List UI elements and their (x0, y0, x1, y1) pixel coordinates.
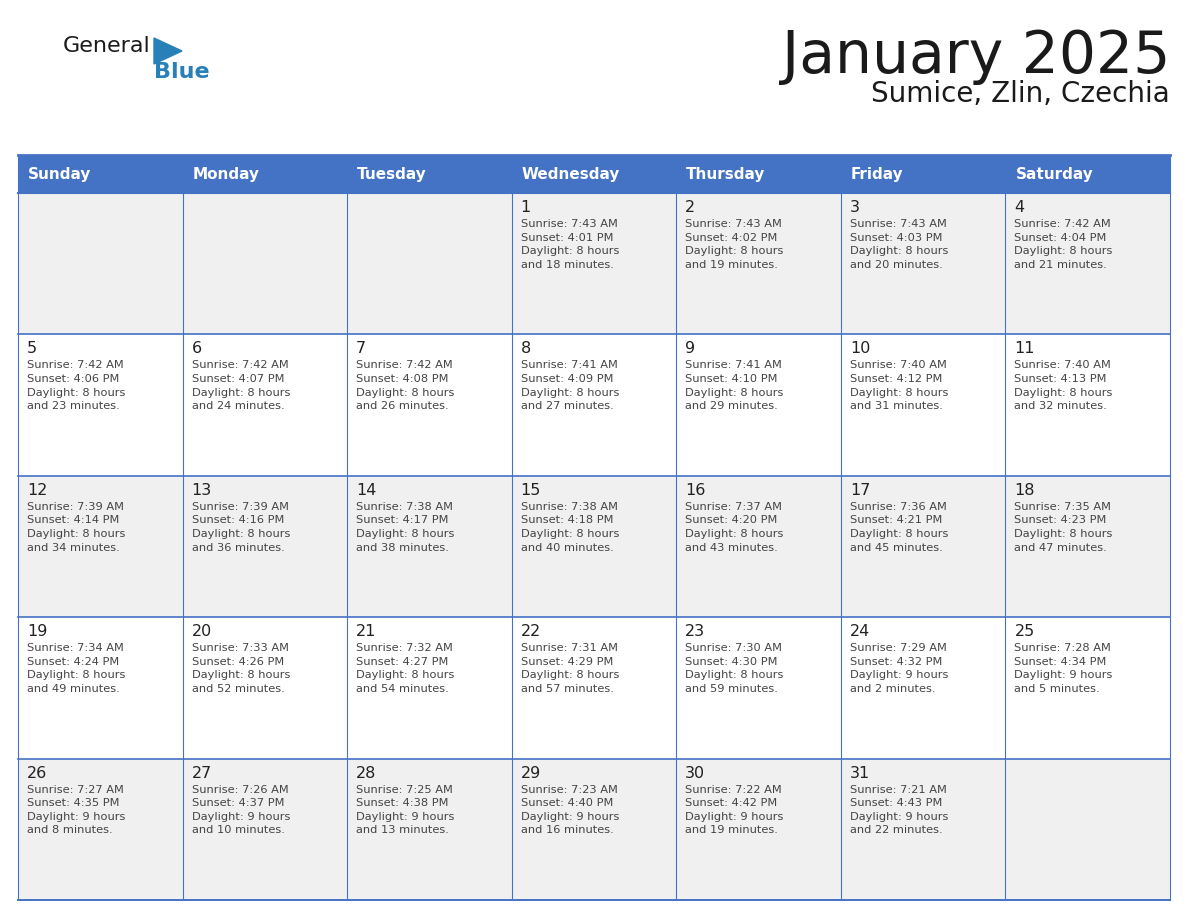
Text: 23: 23 (685, 624, 706, 639)
Text: Sunrise: 7:31 AM
Sunset: 4:29 PM
Daylight: 8 hours
and 57 minutes.: Sunrise: 7:31 AM Sunset: 4:29 PM Dayligh… (520, 644, 619, 694)
Text: Wednesday: Wednesday (522, 166, 620, 182)
Text: 31: 31 (849, 766, 870, 780)
Bar (512, 155, 676, 193)
Text: Sunrise: 7:28 AM
Sunset: 4:34 PM
Daylight: 9 hours
and 5 minutes.: Sunrise: 7:28 AM Sunset: 4:34 PM Dayligh… (1015, 644, 1113, 694)
Bar (18, 476, 1170, 617)
Bar (18, 193, 1170, 334)
Text: 1: 1 (520, 200, 531, 215)
Text: January 2025: January 2025 (782, 28, 1170, 85)
Text: Sunrise: 7:42 AM
Sunset: 4:06 PM
Daylight: 8 hours
and 23 minutes.: Sunrise: 7:42 AM Sunset: 4:06 PM Dayligh… (27, 361, 126, 411)
Text: Sunrise: 7:41 AM
Sunset: 4:10 PM
Daylight: 8 hours
and 29 minutes.: Sunrise: 7:41 AM Sunset: 4:10 PM Dayligh… (685, 361, 784, 411)
Text: 30: 30 (685, 766, 706, 780)
Text: Sunrise: 7:33 AM
Sunset: 4:26 PM
Daylight: 8 hours
and 52 minutes.: Sunrise: 7:33 AM Sunset: 4:26 PM Dayligh… (191, 644, 290, 694)
Text: Sunrise: 7:26 AM
Sunset: 4:37 PM
Daylight: 9 hours
and 10 minutes.: Sunrise: 7:26 AM Sunset: 4:37 PM Dayligh… (191, 785, 290, 835)
Bar (676, 155, 841, 193)
Text: 6: 6 (191, 341, 202, 356)
Text: Sunrise: 7:40 AM
Sunset: 4:13 PM
Daylight: 8 hours
and 32 minutes.: Sunrise: 7:40 AM Sunset: 4:13 PM Dayligh… (1015, 361, 1113, 411)
Text: Sunrise: 7:42 AM
Sunset: 4:08 PM
Daylight: 8 hours
and 26 minutes.: Sunrise: 7:42 AM Sunset: 4:08 PM Dayligh… (356, 361, 455, 411)
Text: Sunrise: 7:35 AM
Sunset: 4:23 PM
Daylight: 8 hours
and 47 minutes.: Sunrise: 7:35 AM Sunset: 4:23 PM Dayligh… (1015, 502, 1113, 553)
Text: 10: 10 (849, 341, 871, 356)
Text: 20: 20 (191, 624, 211, 639)
Bar (18, 758, 1170, 900)
Text: Sunrise: 7:43 AM
Sunset: 4:03 PM
Daylight: 8 hours
and 20 minutes.: Sunrise: 7:43 AM Sunset: 4:03 PM Dayligh… (849, 219, 948, 270)
Text: Tuesday: Tuesday (358, 166, 426, 182)
Text: Sunrise: 7:36 AM
Sunset: 4:21 PM
Daylight: 8 hours
and 45 minutes.: Sunrise: 7:36 AM Sunset: 4:21 PM Dayligh… (849, 502, 948, 553)
Text: 11: 11 (1015, 341, 1035, 356)
Text: 29: 29 (520, 766, 541, 780)
Text: 13: 13 (191, 483, 211, 498)
Text: Sunrise: 7:40 AM
Sunset: 4:12 PM
Daylight: 8 hours
and 31 minutes.: Sunrise: 7:40 AM Sunset: 4:12 PM Dayligh… (849, 361, 948, 411)
Text: Sunrise: 7:38 AM
Sunset: 4:17 PM
Daylight: 8 hours
and 38 minutes.: Sunrise: 7:38 AM Sunset: 4:17 PM Dayligh… (356, 502, 455, 553)
Text: 19: 19 (27, 624, 48, 639)
Text: Sunrise: 7:39 AM
Sunset: 4:14 PM
Daylight: 8 hours
and 34 minutes.: Sunrise: 7:39 AM Sunset: 4:14 PM Dayligh… (27, 502, 126, 553)
Bar (183, 155, 347, 193)
Text: 12: 12 (27, 483, 48, 498)
Text: Thursday: Thursday (687, 166, 765, 182)
Text: 24: 24 (849, 624, 870, 639)
Text: 26: 26 (27, 766, 48, 780)
Bar (347, 155, 512, 193)
Text: Sunrise: 7:42 AM
Sunset: 4:04 PM
Daylight: 8 hours
and 21 minutes.: Sunrise: 7:42 AM Sunset: 4:04 PM Dayligh… (1015, 219, 1113, 270)
Text: 14: 14 (356, 483, 377, 498)
Text: 3: 3 (849, 200, 860, 215)
Text: Monday: Monday (192, 166, 259, 182)
Text: Sunrise: 7:42 AM
Sunset: 4:07 PM
Daylight: 8 hours
and 24 minutes.: Sunrise: 7:42 AM Sunset: 4:07 PM Dayligh… (191, 361, 290, 411)
Text: 22: 22 (520, 624, 541, 639)
Text: 5: 5 (27, 341, 37, 356)
Text: 21: 21 (356, 624, 377, 639)
Text: Saturday: Saturday (1016, 166, 1093, 182)
Text: 7: 7 (356, 341, 366, 356)
Text: Sumice, Zlin, Czechia: Sumice, Zlin, Czechia (871, 80, 1170, 108)
Bar (841, 155, 1005, 193)
Text: Sunday: Sunday (29, 166, 91, 182)
Text: Sunrise: 7:32 AM
Sunset: 4:27 PM
Daylight: 8 hours
and 54 minutes.: Sunrise: 7:32 AM Sunset: 4:27 PM Dayligh… (356, 644, 455, 694)
Text: Sunrise: 7:22 AM
Sunset: 4:42 PM
Daylight: 9 hours
and 19 minutes.: Sunrise: 7:22 AM Sunset: 4:42 PM Dayligh… (685, 785, 784, 835)
Text: Friday: Friday (851, 166, 904, 182)
Bar (18, 617, 1170, 758)
Text: 16: 16 (685, 483, 706, 498)
Text: 15: 15 (520, 483, 541, 498)
Text: Sunrise: 7:39 AM
Sunset: 4:16 PM
Daylight: 8 hours
and 36 minutes.: Sunrise: 7:39 AM Sunset: 4:16 PM Dayligh… (191, 502, 290, 553)
Text: 2: 2 (685, 200, 695, 215)
Text: Sunrise: 7:29 AM
Sunset: 4:32 PM
Daylight: 9 hours
and 2 minutes.: Sunrise: 7:29 AM Sunset: 4:32 PM Dayligh… (849, 644, 948, 694)
Bar (18, 155, 183, 193)
Text: 4: 4 (1015, 200, 1024, 215)
Text: 8: 8 (520, 341, 531, 356)
Text: 27: 27 (191, 766, 211, 780)
Text: Sunrise: 7:30 AM
Sunset: 4:30 PM
Daylight: 8 hours
and 59 minutes.: Sunrise: 7:30 AM Sunset: 4:30 PM Dayligh… (685, 644, 784, 694)
Text: Sunrise: 7:21 AM
Sunset: 4:43 PM
Daylight: 9 hours
and 22 minutes.: Sunrise: 7:21 AM Sunset: 4:43 PM Dayligh… (849, 785, 948, 835)
Polygon shape (154, 38, 182, 64)
Text: 9: 9 (685, 341, 695, 356)
Text: 28: 28 (356, 766, 377, 780)
Text: Sunrise: 7:43 AM
Sunset: 4:02 PM
Daylight: 8 hours
and 19 minutes.: Sunrise: 7:43 AM Sunset: 4:02 PM Dayligh… (685, 219, 784, 270)
Text: Sunrise: 7:41 AM
Sunset: 4:09 PM
Daylight: 8 hours
and 27 minutes.: Sunrise: 7:41 AM Sunset: 4:09 PM Dayligh… (520, 361, 619, 411)
Text: General: General (63, 36, 151, 56)
Text: Sunrise: 7:34 AM
Sunset: 4:24 PM
Daylight: 8 hours
and 49 minutes.: Sunrise: 7:34 AM Sunset: 4:24 PM Dayligh… (27, 644, 126, 694)
Bar (18, 334, 1170, 476)
Text: 17: 17 (849, 483, 871, 498)
Text: Sunrise: 7:37 AM
Sunset: 4:20 PM
Daylight: 8 hours
and 43 minutes.: Sunrise: 7:37 AM Sunset: 4:20 PM Dayligh… (685, 502, 784, 553)
Text: Sunrise: 7:23 AM
Sunset: 4:40 PM
Daylight: 9 hours
and 16 minutes.: Sunrise: 7:23 AM Sunset: 4:40 PM Dayligh… (520, 785, 619, 835)
Text: Sunrise: 7:43 AM
Sunset: 4:01 PM
Daylight: 8 hours
and 18 minutes.: Sunrise: 7:43 AM Sunset: 4:01 PM Dayligh… (520, 219, 619, 270)
Text: Sunrise: 7:27 AM
Sunset: 4:35 PM
Daylight: 9 hours
and 8 minutes.: Sunrise: 7:27 AM Sunset: 4:35 PM Dayligh… (27, 785, 126, 835)
Bar (1005, 155, 1170, 193)
Text: 18: 18 (1015, 483, 1035, 498)
Text: Sunrise: 7:25 AM
Sunset: 4:38 PM
Daylight: 9 hours
and 13 minutes.: Sunrise: 7:25 AM Sunset: 4:38 PM Dayligh… (356, 785, 455, 835)
Text: Sunrise: 7:38 AM
Sunset: 4:18 PM
Daylight: 8 hours
and 40 minutes.: Sunrise: 7:38 AM Sunset: 4:18 PM Dayligh… (520, 502, 619, 553)
Text: 25: 25 (1015, 624, 1035, 639)
Text: Blue: Blue (154, 62, 209, 82)
